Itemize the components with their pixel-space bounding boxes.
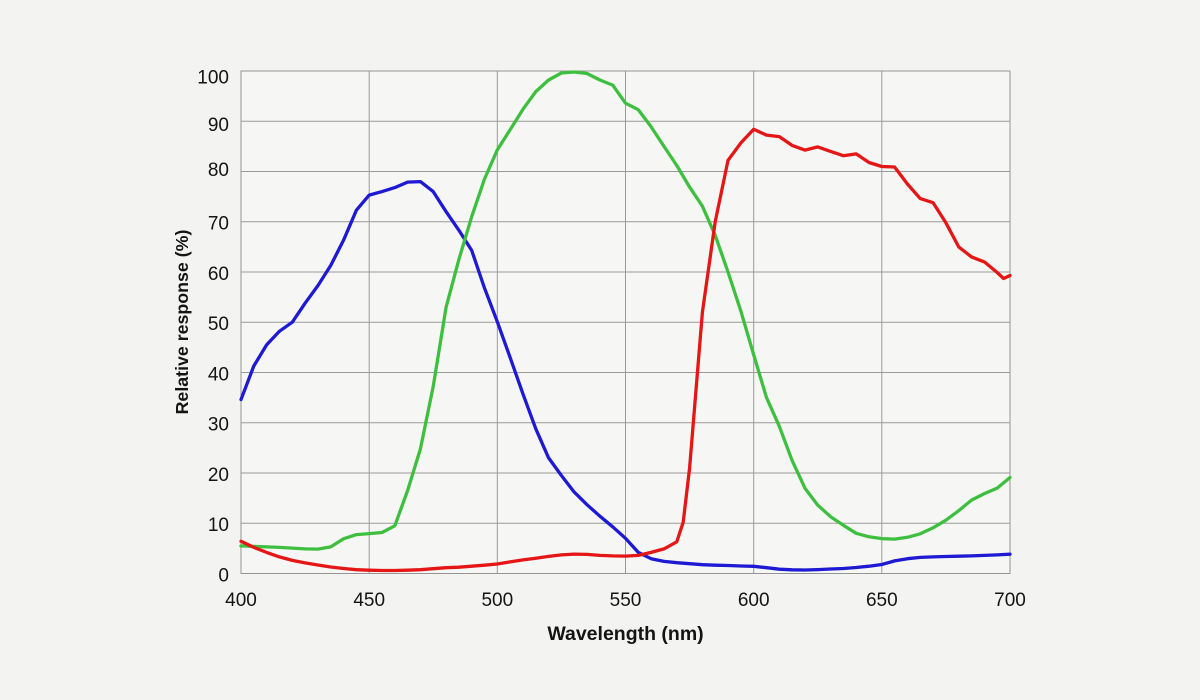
svg-text:400: 400 bbox=[225, 590, 257, 611]
svg-text:450: 450 bbox=[353, 590, 385, 611]
svg-text:700: 700 bbox=[994, 590, 1026, 611]
svg-text:Relative response (%): Relative response (%) bbox=[172, 230, 192, 415]
svg-text:50: 50 bbox=[208, 314, 229, 335]
svg-text:20: 20 bbox=[208, 465, 229, 486]
svg-text:60: 60 bbox=[208, 264, 229, 285]
svg-text:100: 100 bbox=[197, 68, 229, 89]
svg-text:650: 650 bbox=[866, 590, 898, 611]
svg-text:10: 10 bbox=[208, 515, 229, 536]
svg-text:0: 0 bbox=[218, 565, 229, 586]
svg-text:40: 40 bbox=[208, 364, 229, 385]
svg-text:Wavelength (nm): Wavelength (nm) bbox=[547, 623, 703, 645]
svg-text:80: 80 bbox=[208, 160, 229, 181]
svg-text:600: 600 bbox=[738, 590, 770, 611]
svg-text:70: 70 bbox=[208, 214, 229, 235]
svg-text:500: 500 bbox=[481, 590, 513, 611]
svg-text:90: 90 bbox=[208, 115, 229, 136]
svg-text:30: 30 bbox=[208, 415, 229, 436]
svg-text:550: 550 bbox=[610, 590, 642, 611]
